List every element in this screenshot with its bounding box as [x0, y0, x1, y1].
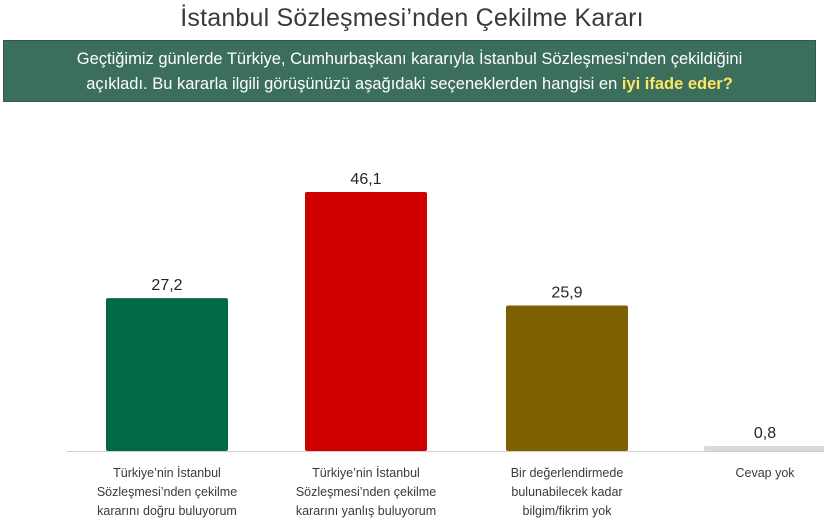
category-label-1-line-1: Türkiye’nin İstanbul — [113, 466, 221, 480]
category-label-4-line-1: Cevap yok — [735, 466, 795, 480]
category-label-3-line-3: bilgim/fikrim yok — [523, 504, 613, 518]
category-label-2-line-1: Türkiye’nin İstanbul — [312, 466, 420, 480]
bar-1 — [106, 298, 228, 451]
question-box: Geçtiğimiz günlerde Türkiye, Cumhurbaşka… — [3, 40, 816, 102]
data-label-2: 46,1 — [350, 171, 381, 188]
data-label-3: 25,9 — [551, 284, 582, 301]
question-highlight: iyi ifade eder? — [621, 75, 733, 93]
bar-2 — [305, 192, 427, 451]
question-line-2-text: açıkladı. Bu kararla ilgili görüşünüzü a… — [86, 75, 622, 93]
category-label-2-line-3: kararını yanlış buluyorum — [296, 504, 436, 518]
question-line-2: açıkladı. Bu kararla ilgili görüşünüzü a… — [4, 72, 815, 97]
bar-4 — [704, 446, 824, 451]
chart-title: İstanbul Sözleşmesi’nden Çekilme Kararı — [180, 4, 644, 32]
category-label-1-line-3: kararını doğru buluyorum — [97, 504, 237, 518]
category-label-3-line-2: bulunabilecek kadar — [511, 485, 622, 499]
category-label-3-line-1: Bir değerlendirmede — [511, 466, 624, 480]
bar-3 — [506, 305, 628, 451]
category-label-1-line-2: Sözleşmesi’nden çekilme — [97, 485, 237, 499]
data-label-1: 27,2 — [151, 277, 182, 294]
data-label-4: 0,8 — [754, 425, 776, 442]
question-line-1: Geçtiğimiz günlerde Türkiye, Cumhurbaşka… — [76, 50, 743, 68]
category-label-2-line-2: Sözleşmesi’nden çekilme — [296, 485, 436, 499]
